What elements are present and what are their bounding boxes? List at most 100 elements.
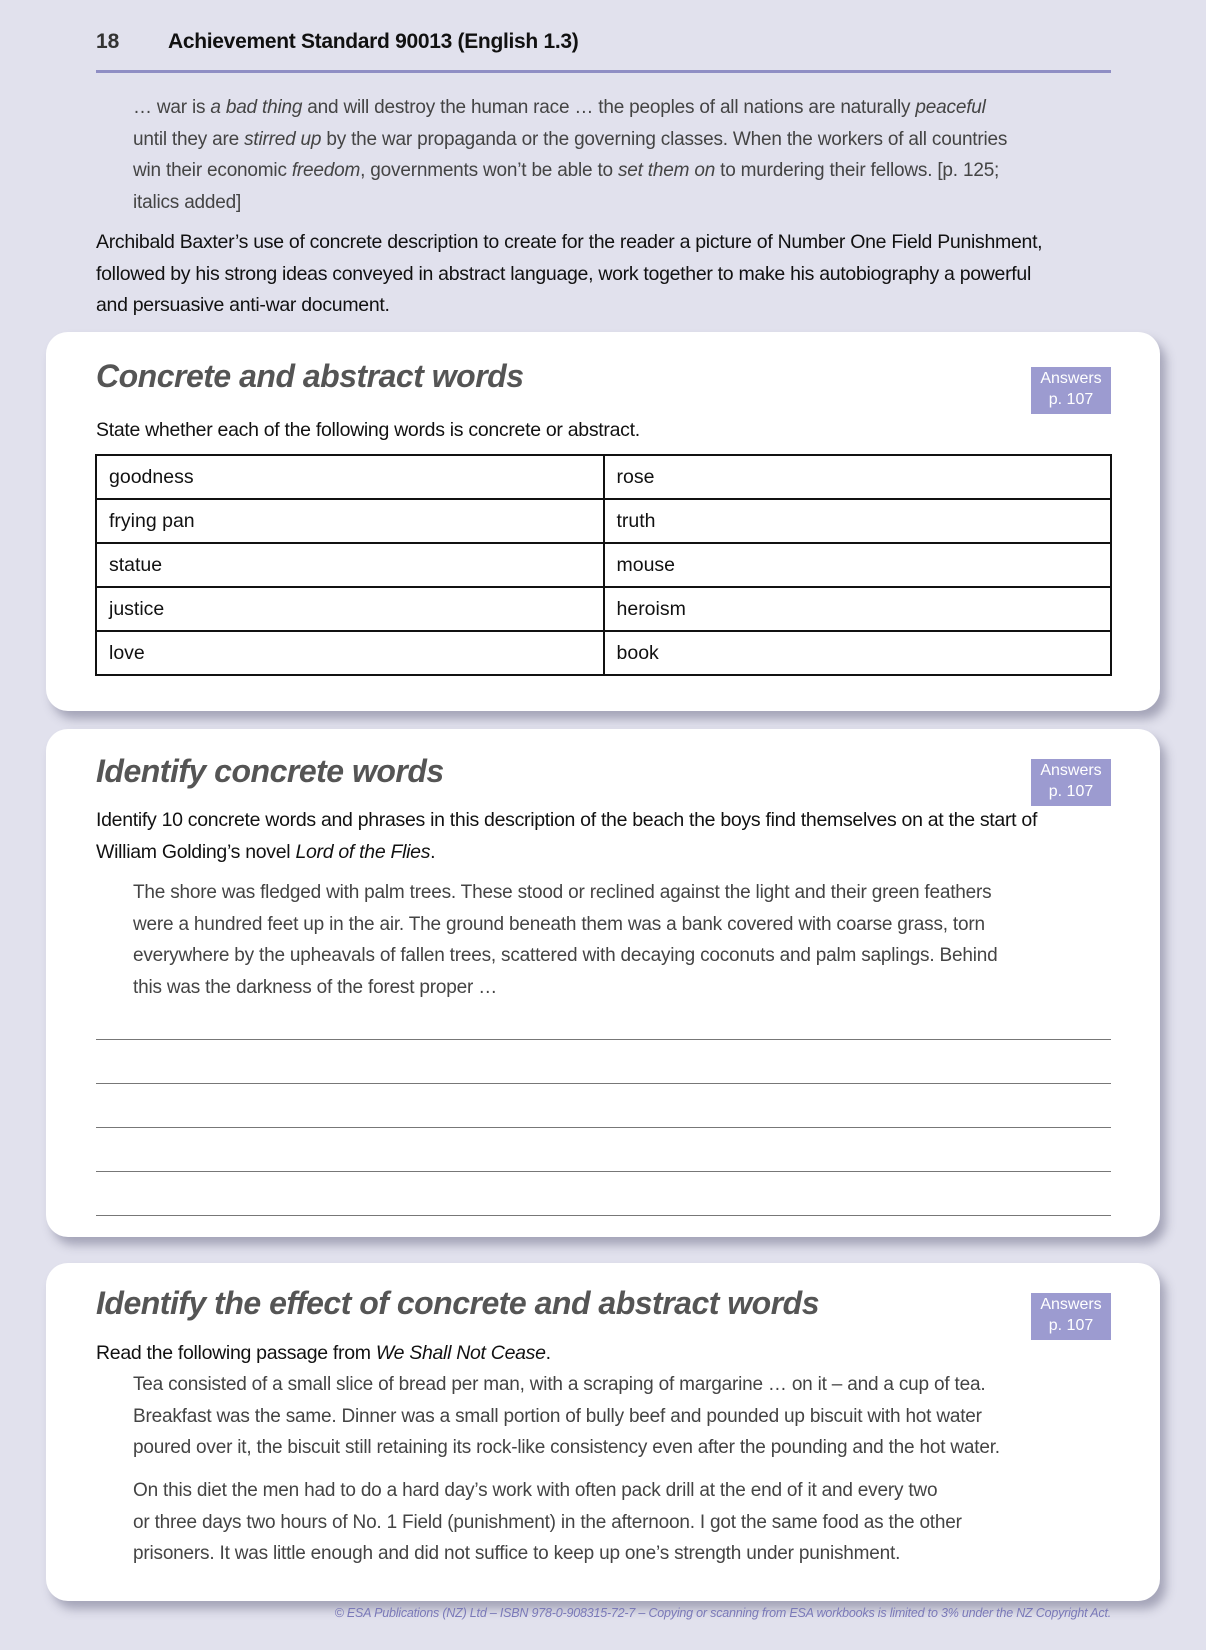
words-table: goodness rose frying pan truth statue mouse ju…: [95, 454, 1112, 676]
italic-text: We Shall Not Cease: [375, 1342, 546, 1364]
text-segment: William Golding’s novel: [96, 840, 296, 863]
italic-text: peaceful: [915, 97, 986, 118]
text-line: poured over it, the biscuit still retain…: [133, 1432, 1113, 1464]
word-cell: rose: [602, 454, 1112, 500]
italic-text: a bad thing: [210, 97, 303, 118]
text-line: and persuasive anti-war document.: [96, 290, 1116, 322]
table-row: goodness rose: [95, 454, 1112, 500]
answer-line[interactable]: [96, 1171, 1111, 1172]
answer-line[interactable]: [96, 1127, 1111, 1128]
card-concrete-abstract: Concrete and abstract words Answers p. 1…: [46, 332, 1160, 711]
text-line: Read the following passage from We Shall…: [96, 1338, 1116, 1370]
page-header: 18 Achievement Standard 90013 (English 1…: [96, 26, 1111, 73]
word-cell: justice: [95, 586, 605, 632]
card-title: Identify concrete words: [96, 753, 444, 789]
word-cell: book: [602, 630, 1112, 676]
text-line: Tea consisted of a small slice of bread …: [133, 1369, 1113, 1401]
badge-label: Answers: [1040, 762, 1102, 779]
text-segment: until they are: [133, 128, 245, 150]
italic-text: set them on: [617, 160, 716, 181]
card-identify-effect: Identify the effect of concrete and abst…: [46, 1263, 1160, 1601]
answers-badge[interactable]: Answers p. 107: [1031, 367, 1111, 414]
text-segment: .: [430, 840, 436, 863]
badge-label: Answers: [1040, 370, 1102, 387]
badge-label: Answers: [1040, 1296, 1102, 1313]
copyright-footer: © ESA Publications (NZ) Ltd – ISBN 978-0…: [334, 1606, 1112, 1620]
passage-2: On this diet the men had to do a hard da…: [133, 1475, 1113, 1570]
answer-line[interactable]: [96, 1039, 1111, 1040]
word-cell: goodness: [95, 454, 605, 500]
instruction: State whether each of the following word…: [96, 419, 640, 441]
card-identify-concrete: Identify concrete words Answers p. 107 I…: [46, 729, 1160, 1237]
text-line: win their economic freedom, governments …: [133, 155, 1113, 187]
word-cell: statue: [95, 542, 605, 588]
table-row: statue mouse: [95, 542, 1112, 588]
passage-1: Tea consisted of a small slice of bread …: [133, 1369, 1113, 1464]
text-segment: , governments won’t be able to: [360, 160, 618, 181]
table-row: love book: [95, 630, 1112, 676]
text-segment: this was the darkness of the forest prop…: [133, 976, 497, 998]
answer-line[interactable]: [96, 1215, 1111, 1216]
text-segment: Breakfast was the same. Dinner was a sma…: [133, 1405, 982, 1427]
text-line: were a hundred feet up in the air. The g…: [133, 909, 1113, 941]
text-segment: … war is: [133, 97, 211, 118]
text-segment: by the war propaganda or the governing c…: [321, 128, 1008, 150]
instruction: Identify 10 concrete words and phrases i…: [96, 805, 1116, 868]
word-cell: truth: [602, 498, 1112, 544]
intro-quote: … war is a bad thing and will destroy th…: [133, 92, 1113, 218]
text-segment: win their economic: [133, 160, 292, 181]
text-line: followed by his strong ideas conveyed in…: [96, 259, 1116, 291]
italic-text: freedom: [291, 160, 361, 181]
text-line: everywhere by the upheavals of fallen tr…: [133, 940, 1113, 972]
text-segment: and persuasive anti-war document.: [96, 294, 390, 316]
text-segment: The shore was fledged with palm trees. T…: [133, 882, 992, 903]
text-line: Identify 10 concrete words and phrases i…: [96, 805, 1116, 837]
text-segment: .: [545, 1342, 551, 1364]
text-segment: Read the following passage from: [96, 1342, 376, 1364]
instruction: Read the following passage from We Shall…: [96, 1338, 1116, 1370]
text-line: prisoners. It was little enough and did …: [133, 1538, 1113, 1570]
table-row: frying pan truth: [95, 498, 1112, 544]
page-number: 18: [96, 30, 120, 53]
text-segment: everywhere by the upheavals of fallen tr…: [133, 945, 998, 966]
text-segment: italics added]: [133, 191, 242, 213]
text-line: until they are stirred up by the war pro…: [133, 124, 1113, 156]
text-segment: were a hundred feet up in the air. The g…: [133, 913, 985, 935]
card-title: Concrete and abstract words: [96, 358, 524, 394]
word-cell: frying pan: [95, 498, 605, 544]
word-cell: love: [95, 630, 605, 676]
text-line: On this diet the men had to do a hard da…: [133, 1475, 1113, 1507]
text-line: or three days two hours of No. 1 Field (…: [133, 1507, 1113, 1539]
text-line: … war is a bad thing and will destroy th…: [133, 92, 1113, 124]
page-title: Achievement Standard 90013 (English 1.3): [168, 30, 579, 53]
badge-page: p. 107: [1048, 783, 1094, 800]
text-line: Archibald Baxter’s use of concrete descr…: [96, 227, 1116, 259]
text-segment: and will destroy the human race … the pe…: [302, 97, 916, 118]
text-segment: followed by his strong ideas conveyed in…: [96, 262, 1031, 285]
badge-page: p. 107: [1048, 391, 1094, 408]
text-segment: On this diet the men had to do a hard da…: [133, 1480, 938, 1501]
answers-badge[interactable]: Answers p. 107: [1031, 1293, 1111, 1340]
text-segment: or three days two hours of No. 1 Field (…: [133, 1511, 962, 1533]
word-cell: heroism: [602, 586, 1112, 632]
card-title: Identify the effect of concrete and abst…: [96, 1285, 820, 1321]
text-line: William Golding’s novel Lord of the Flie…: [96, 837, 1116, 869]
text-segment: to murdering their fellows. [p. 125;: [715, 160, 1000, 181]
text-line: Breakfast was the same. Dinner was a sma…: [133, 1401, 1113, 1433]
word-cell: mouse: [602, 542, 1112, 588]
answer-line[interactable]: [96, 1083, 1111, 1084]
passage: The shore was fledged with palm trees. T…: [133, 877, 1113, 1003]
text-segment: poured over it, the biscuit still retain…: [133, 1437, 1000, 1458]
text-segment: Identify 10 concrete words and phrases i…: [96, 809, 1038, 831]
text-line: this was the darkness of the forest prop…: [133, 972, 1113, 1004]
intro-paragraph: Archibald Baxter’s use of concrete descr…: [96, 227, 1116, 322]
text-segment: Tea consisted of a small slice of bread …: [133, 1374, 986, 1395]
text-line: italics added]: [133, 187, 1113, 219]
text-segment: Archibald Baxter’s use of concrete descr…: [96, 231, 1043, 253]
italic-text: stirred up: [244, 128, 322, 150]
answers-badge[interactable]: Answers p. 107: [1031, 759, 1111, 806]
italic-text: Lord of the Flies: [295, 840, 431, 863]
text-line: The shore was fledged with palm trees. T…: [133, 877, 1113, 909]
badge-page: p. 107: [1048, 1317, 1094, 1334]
text-segment: prisoners. It was little enough and did …: [133, 1543, 901, 1564]
